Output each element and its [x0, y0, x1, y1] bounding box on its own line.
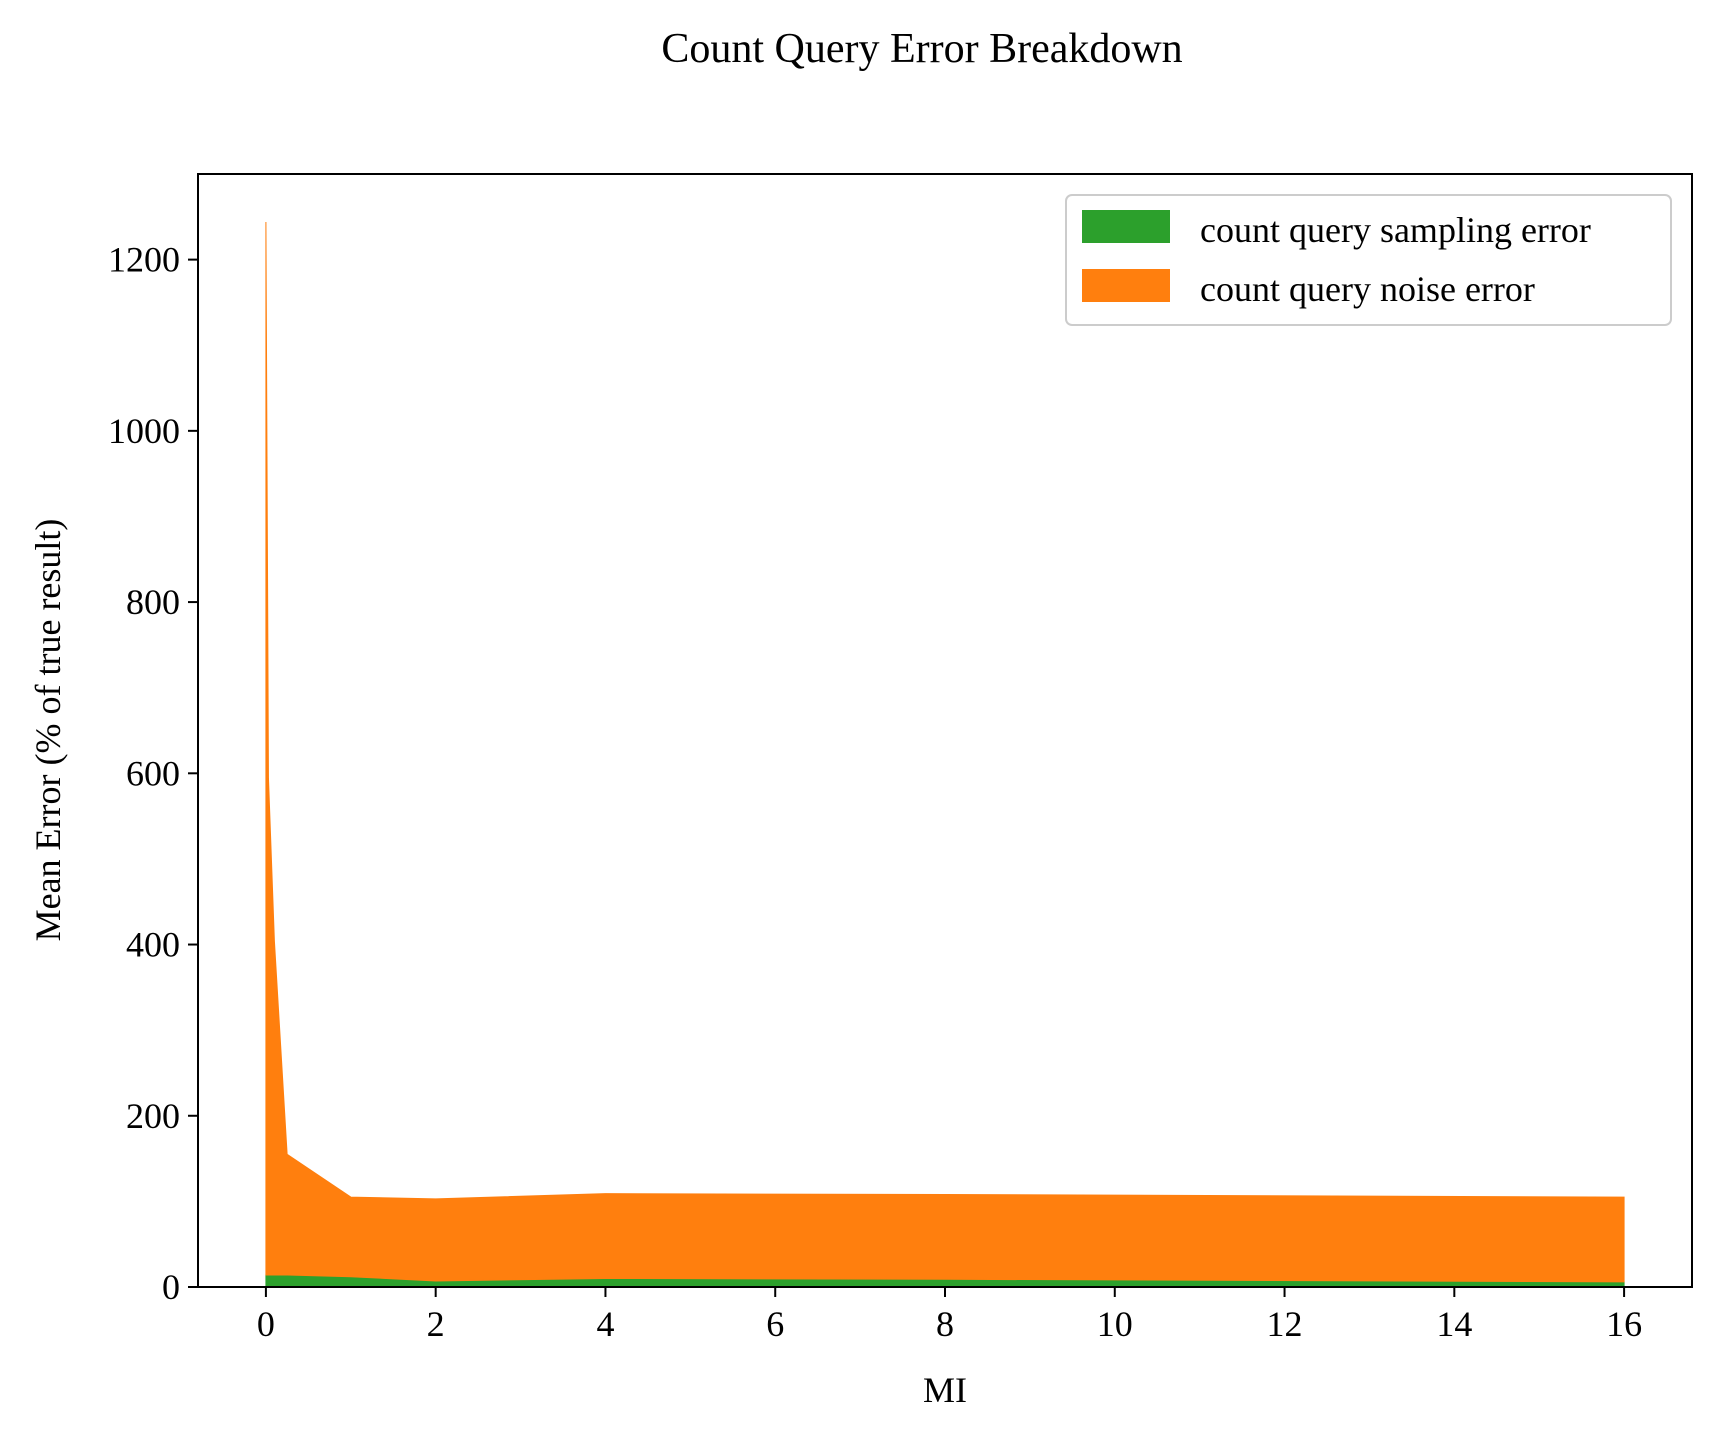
- x-tick-label: 0: [257, 1304, 275, 1344]
- x-axis-ticks: 0 2 4 6 8 10 12 14 16: [257, 1287, 1642, 1344]
- legend-box: [1065, 194, 1672, 326]
- y-tick-label: 600: [126, 753, 180, 793]
- legend-swatch-sampling-error: [1082, 210, 1170, 243]
- legend-label-sampling-error: count query sampling error: [1200, 210, 1591, 250]
- x-tick-label: 16: [1606, 1304, 1642, 1344]
- y-tick-label: 200: [126, 1096, 180, 1136]
- legend: count query sampling error count query n…: [1065, 194, 1672, 326]
- x-axis-label: MI: [923, 1370, 967, 1410]
- x-tick-label: 2: [427, 1304, 445, 1344]
- y-axis-ticks: 0 200 400 600 800 1000 1200: [108, 240, 198, 1307]
- y-axis-label: Mean Error (% of true result): [28, 519, 68, 942]
- x-tick-label: 6: [766, 1304, 784, 1344]
- x-tick-label: 10: [1097, 1304, 1133, 1344]
- x-tick-label: 4: [596, 1304, 614, 1344]
- x-tick-label: 8: [936, 1304, 954, 1344]
- chart-title: Count Query Error Breakdown: [661, 26, 1182, 72]
- y-tick-label: 1000: [108, 411, 180, 451]
- area-noise-error: [265, 221, 1625, 1283]
- legend-label-noise-error: count query noise error: [1200, 269, 1535, 309]
- y-tick-label: 0: [162, 1267, 180, 1307]
- y-tick-label: 1200: [108, 240, 180, 280]
- x-tick-label: 14: [1436, 1304, 1472, 1344]
- legend-swatch-noise-error: [1082, 269, 1170, 302]
- y-tick-label: 400: [126, 925, 180, 965]
- x-tick-label: 12: [1267, 1304, 1303, 1344]
- y-tick-label: 800: [126, 582, 180, 622]
